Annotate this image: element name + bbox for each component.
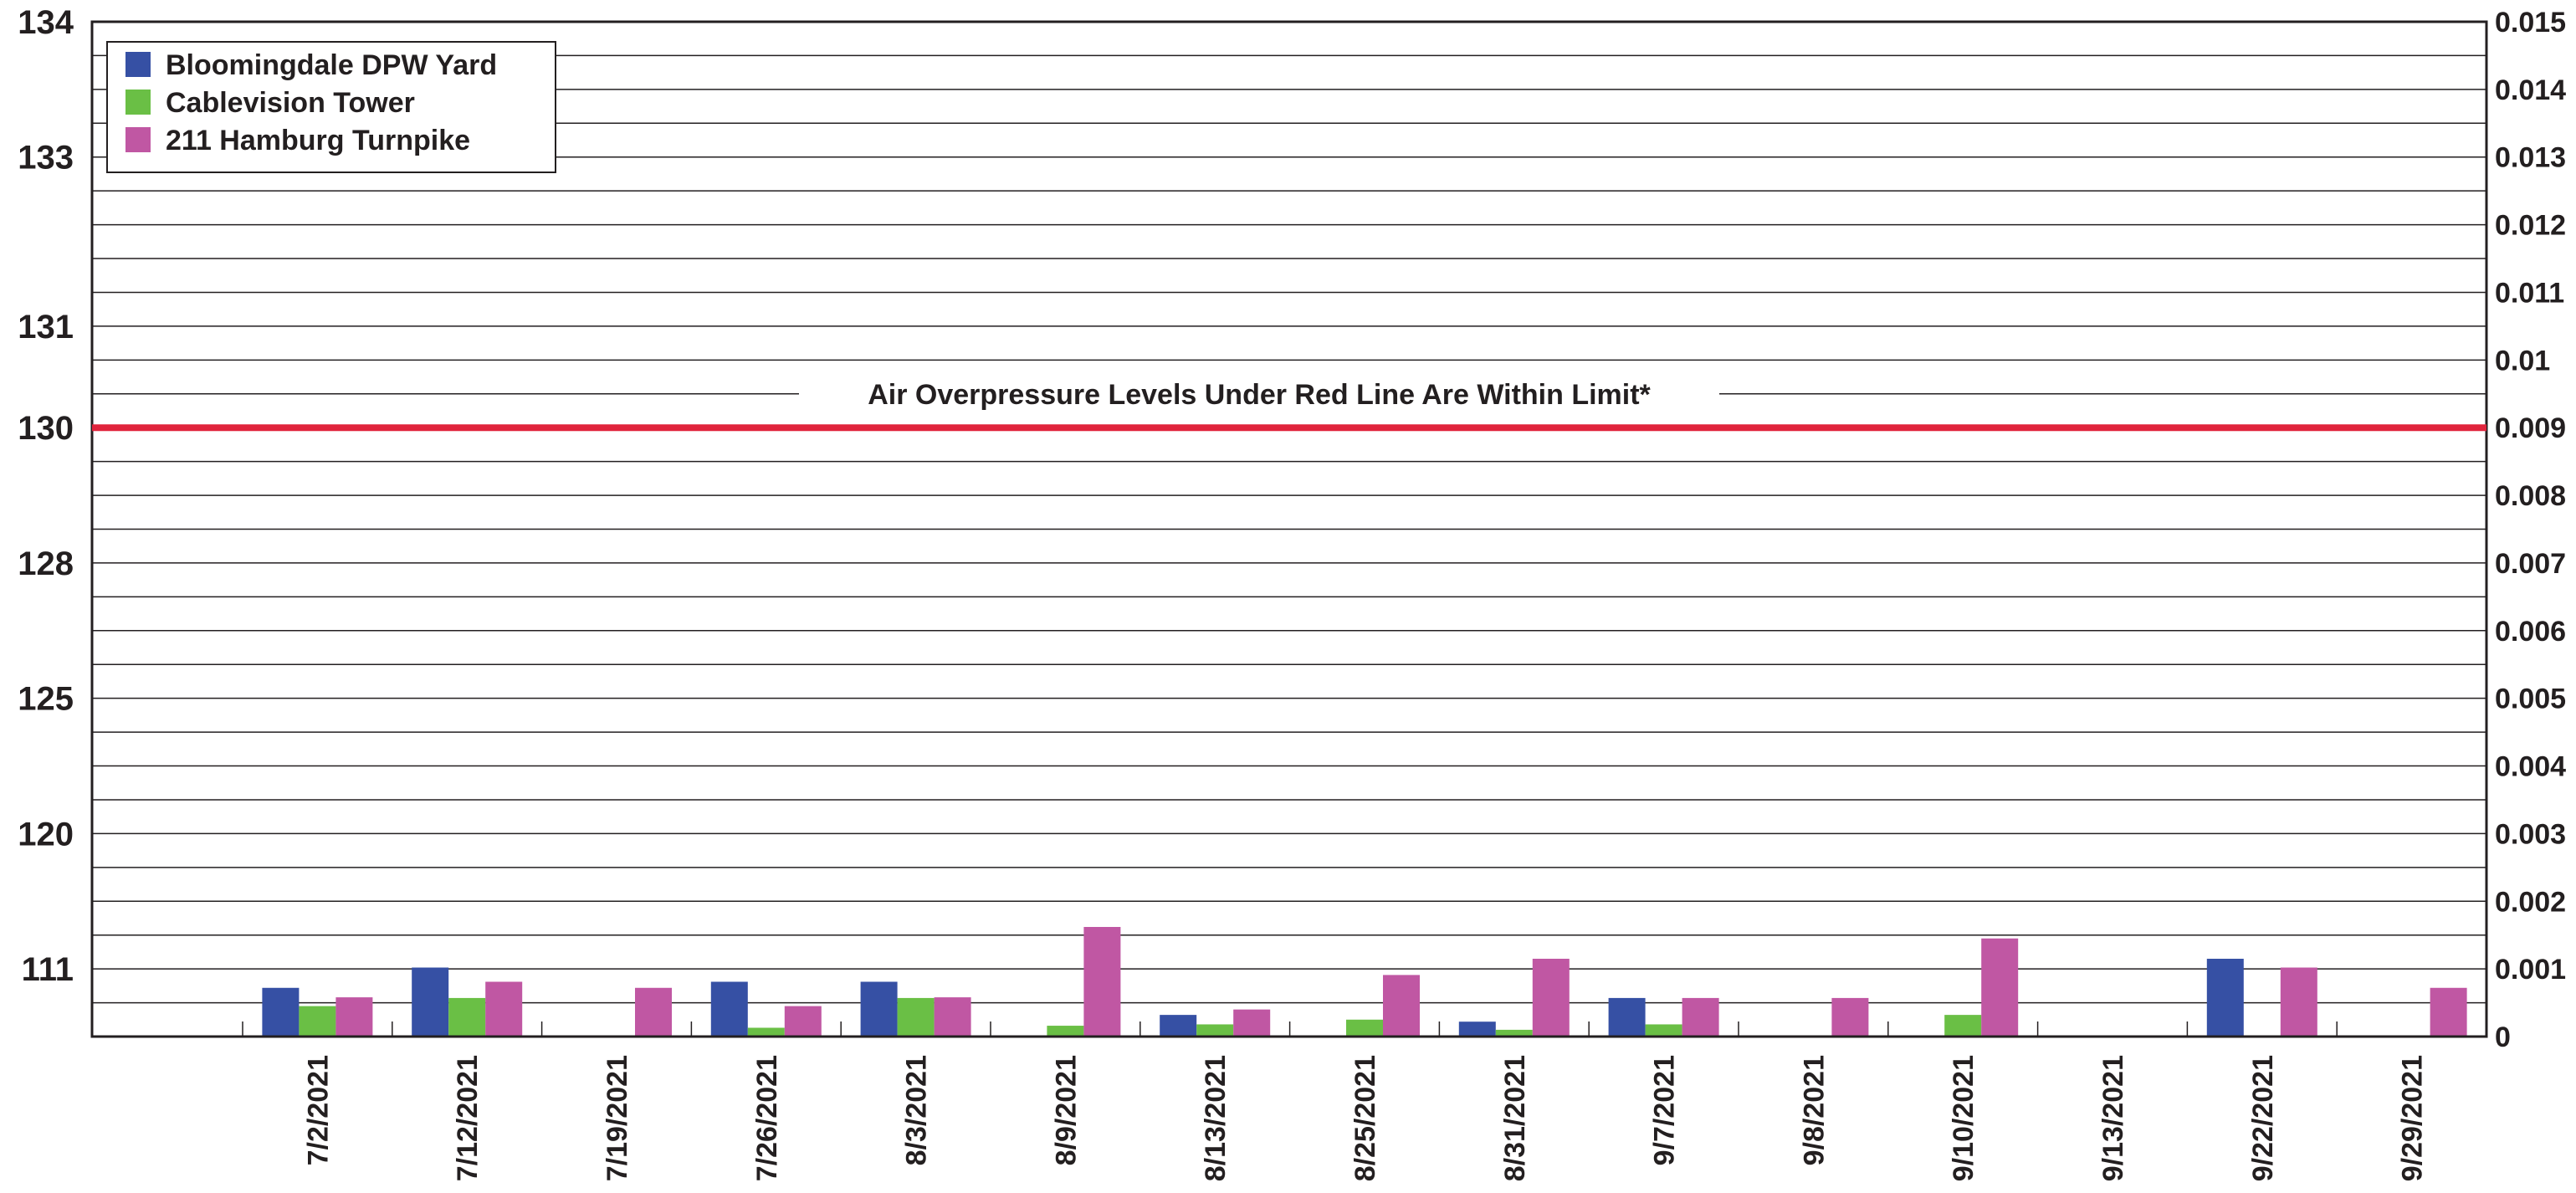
bar bbox=[299, 1006, 336, 1037]
x-tick-label: 9/22/2021 bbox=[2247, 1055, 2279, 1181]
left-tick-label: 133 bbox=[18, 140, 74, 177]
right-tick-label: 0.006 bbox=[2495, 616, 2566, 648]
grid-lines bbox=[92, 54, 2486, 1004]
bar bbox=[1196, 1024, 1234, 1037]
bar bbox=[2280, 967, 2317, 1037]
bar bbox=[1083, 926, 1121, 1037]
x-tick-label: 7/2/2021 bbox=[302, 1055, 334, 1165]
right-tick-label: 0.013 bbox=[2495, 142, 2566, 174]
x-tick-label: 7/19/2021 bbox=[602, 1055, 633, 1181]
x-tick-label: 9/13/2021 bbox=[2097, 1055, 2129, 1181]
bar bbox=[1233, 1009, 1271, 1037]
right-tick-label: 0.011 bbox=[2495, 277, 2564, 309]
legend: Bloomingdale DPW Yard Cablevision Tower 21… bbox=[106, 41, 556, 173]
bar bbox=[1458, 1021, 1496, 1037]
right-tick-label: 0.008 bbox=[2495, 480, 2566, 512]
bar bbox=[1608, 997, 1646, 1037]
right-tick-label: 0.003 bbox=[2495, 818, 2566, 850]
bar bbox=[448, 997, 486, 1037]
bar bbox=[485, 981, 523, 1037]
x-tick-label: 9/7/2021 bbox=[1649, 1055, 1681, 1165]
annotation-background bbox=[799, 371, 1719, 416]
bar bbox=[335, 997, 373, 1037]
legend-swatch bbox=[125, 90, 151, 115]
x-tick-label: 8/13/2021 bbox=[1200, 1055, 1232, 1181]
bar bbox=[860, 981, 898, 1037]
bar bbox=[1495, 1029, 1533, 1037]
bar bbox=[1981, 938, 2019, 1037]
bar bbox=[1532, 959, 1570, 1037]
bar bbox=[1160, 1015, 1197, 1037]
left-tick-label: 130 bbox=[18, 410, 74, 447]
right-tick-label: 0.015 bbox=[2495, 7, 2566, 38]
bar bbox=[262, 987, 300, 1037]
limit-annotation: Air Overpressure Levels Under Red Line A… bbox=[868, 379, 1651, 411]
legend-box bbox=[106, 41, 556, 173]
bar bbox=[1047, 1026, 1084, 1037]
right-axis-ticks: 0 0.001 0.002 0.003 0.004 0.005 0.006 0.007 0.00… bbox=[2495, 7, 2566, 1053]
bar bbox=[412, 967, 449, 1037]
x-axis-ticks: 7/2/2021 7/12/2021 7/19/2021 7/26/2021 8/3/2… bbox=[242, 1021, 2487, 1181]
x-tick-label: 8/31/2021 bbox=[1499, 1055, 1531, 1181]
x-tick-label: 8/25/2021 bbox=[1349, 1055, 1381, 1181]
right-tick-label: 0.005 bbox=[2495, 684, 2566, 715]
x-tick-label: 9/10/2021 bbox=[1948, 1055, 1979, 1181]
x-tick-label: 8/9/2021 bbox=[1050, 1055, 1082, 1165]
left-tick-label: 120 bbox=[18, 816, 74, 853]
x-tick-label: 7/26/2021 bbox=[751, 1055, 783, 1181]
left-tick-label: 125 bbox=[18, 681, 74, 718]
legend-label: 211 Hamburg Turnpike bbox=[166, 125, 470, 156]
x-tick-label: 8/3/2021 bbox=[901, 1055, 933, 1165]
bar bbox=[1944, 1015, 1982, 1037]
bar bbox=[1346, 1019, 1383, 1037]
x-tick-label: 7/12/2021 bbox=[452, 1055, 484, 1181]
left-tick-label: 134 bbox=[18, 4, 74, 41]
right-tick-label: 0.007 bbox=[2495, 548, 2566, 580]
left-tick-label: 131 bbox=[18, 309, 74, 346]
x-tick-label: 9/29/2021 bbox=[2397, 1055, 2429, 1181]
legend-swatch bbox=[125, 52, 151, 77]
x-tick-label: 9/8/2021 bbox=[1798, 1055, 1830, 1165]
right-tick-label: 0.002 bbox=[2495, 886, 2566, 918]
legend-label: Cablevision Tower bbox=[166, 87, 415, 119]
bar bbox=[710, 981, 748, 1037]
right-tick-label: 0.001 bbox=[2495, 954, 2566, 986]
bar bbox=[1645, 1024, 1682, 1037]
right-tick-label: 0 bbox=[2495, 1021, 2511, 1053]
bar bbox=[747, 1027, 785, 1037]
bar bbox=[1682, 997, 1719, 1037]
bar bbox=[897, 997, 935, 1037]
right-tick-label: 0.01 bbox=[2495, 345, 2550, 376]
legend-swatch bbox=[125, 127, 151, 152]
left-tick-label: 111 bbox=[22, 951, 74, 988]
bars bbox=[262, 926, 2467, 1037]
bar bbox=[1831, 997, 1869, 1037]
bar bbox=[934, 997, 971, 1037]
left-axis-ticks: 111 120 125 128 130 131 133 134 bbox=[18, 4, 74, 988]
bar bbox=[2430, 987, 2467, 1037]
legend-label: Bloomingdale DPW Yard bbox=[166, 49, 497, 81]
left-tick-label: 128 bbox=[18, 545, 74, 582]
bar bbox=[2206, 959, 2244, 1037]
bar bbox=[1383, 975, 1420, 1037]
bar bbox=[784, 1006, 822, 1037]
right-tick-label: 0.009 bbox=[2495, 412, 2566, 444]
right-tick-label: 0.014 bbox=[2495, 74, 2566, 106]
right-tick-label: 0.012 bbox=[2495, 210, 2566, 242]
bar bbox=[635, 987, 672, 1037]
limit-line-group: Air Overpressure Levels Under Red Line A… bbox=[92, 371, 2486, 432]
right-tick-label: 0.004 bbox=[2495, 751, 2566, 783]
